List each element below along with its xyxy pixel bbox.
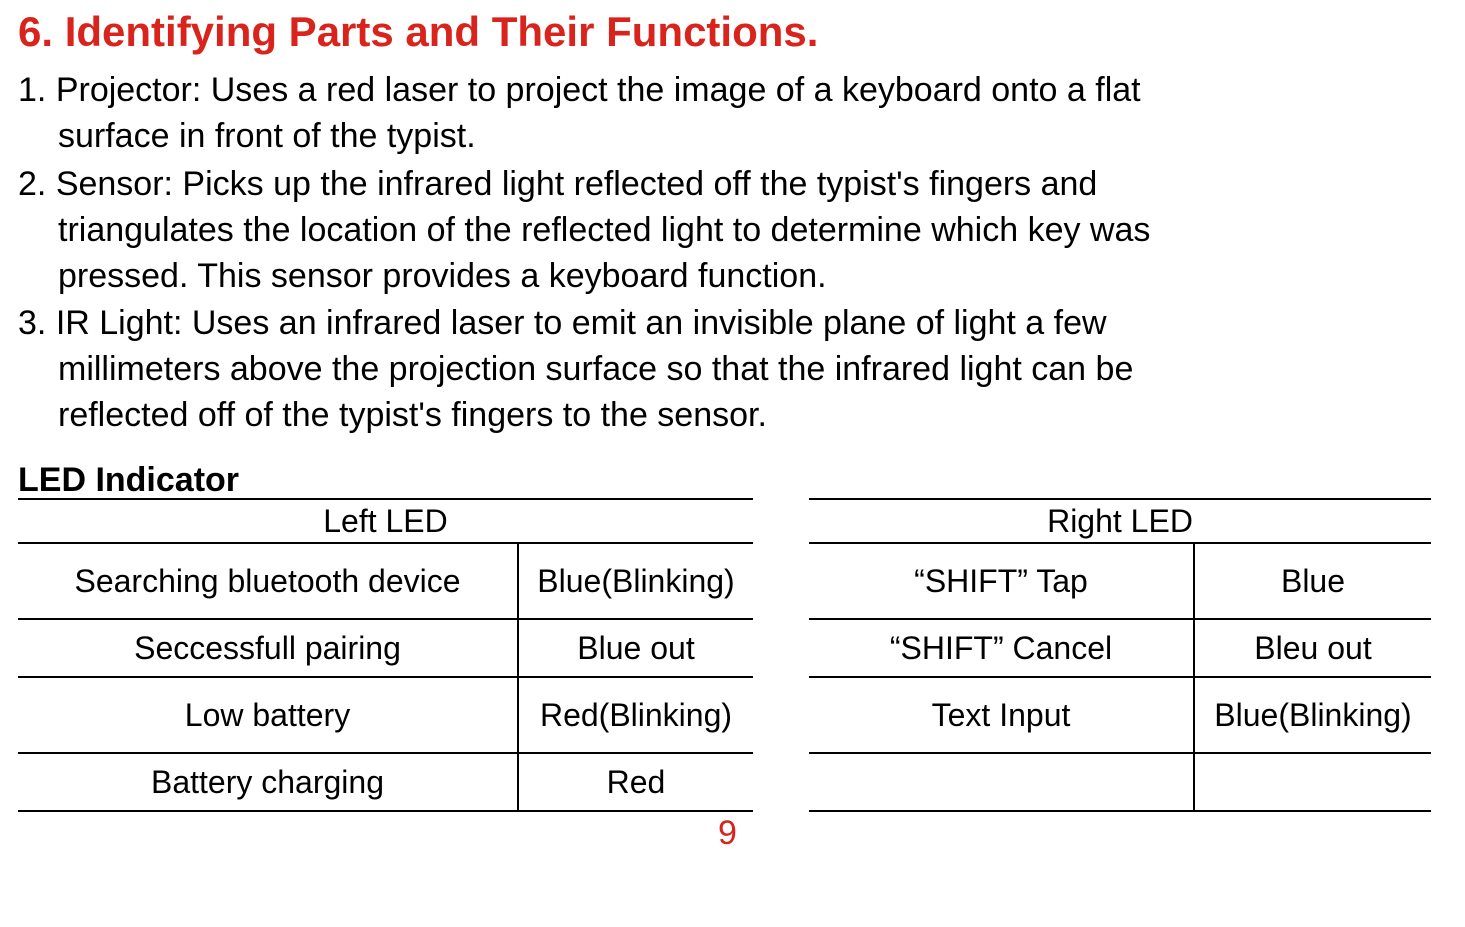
left-led-header: Left LED: [18, 499, 753, 543]
list-item-2: 2. Sensor: Picks up the infrared light r…: [18, 162, 1447, 300]
right-led-table: Right LED “SHIFT” Tap Blue “SHIFT” Cance…: [809, 498, 1431, 812]
right-row-1-led: Bleu out: [1194, 619, 1431, 677]
table-row: “SHIFT” Tap Blue: [809, 543, 1431, 619]
left-row-3-state: Battery charging: [18, 753, 518, 811]
table-row: Text Input Blue(Blinking): [809, 677, 1431, 753]
left-row-2-led: Red(Blinking): [518, 677, 753, 753]
list-text-2-line3: pressed. This sensor provides a keyboard…: [18, 254, 1447, 300]
list-text-3-line1: IR Light: Uses an infrared laser to emit…: [56, 304, 1107, 342]
table-row: Battery charging Red: [18, 753, 753, 811]
table-header-row: Left LED: [18, 499, 753, 543]
table-row: Searching bluetooth device Blue(Blinking…: [18, 543, 753, 619]
list-text-1-line2: surface in front of the typist.: [18, 114, 1447, 160]
left-row-1-led: Blue out: [518, 619, 753, 677]
right-row-2-led: Blue(Blinking): [1194, 677, 1431, 753]
left-row-0-led: Blue(Blinking): [518, 543, 753, 619]
left-row-2-state: Low battery: [18, 677, 518, 753]
list-num-3: 3.: [18, 304, 56, 342]
list-text-3-line2: millimeters above the projection surface…: [18, 347, 1447, 393]
tables-container: Left LED Searching bluetooth device Blue…: [18, 498, 1447, 812]
list-text-3-line3: reflected off of the typist's fingers to…: [18, 393, 1447, 439]
led-indicator-heading: LED Indicator: [18, 461, 1447, 500]
left-row-3-led: Red: [518, 753, 753, 811]
list-num-2: 2.: [18, 165, 56, 203]
list-item-3: 3. IR Light: Uses an infrared laser to e…: [18, 301, 1447, 439]
right-led-header: Right LED: [809, 499, 1431, 543]
section-heading: 6. Identifying Parts and Their Functions…: [18, 8, 1447, 56]
list-text-2-line1: Sensor: Picks up the infrared light refl…: [56, 165, 1098, 203]
right-row-0-led: Blue: [1194, 543, 1431, 619]
right-row-1-state: “SHIFT” Cancel: [809, 619, 1194, 677]
page-number: 9: [8, 814, 1447, 853]
table-row: Low battery Red(Blinking): [18, 677, 753, 753]
right-row-0-state: “SHIFT” Tap: [809, 543, 1194, 619]
table-row: “SHIFT” Cancel Bleu out: [809, 619, 1431, 677]
list-text-1-line1: Projector: Uses a red laser to project t…: [56, 71, 1141, 109]
table-header-row: Right LED: [809, 499, 1431, 543]
right-row-2-state: Text Input: [809, 677, 1194, 753]
left-row-0-state: Searching bluetooth device: [18, 543, 518, 619]
table-row: Seccessfull pairing Blue out: [18, 619, 753, 677]
list-text-2-line2: triangulates the location of the reflect…: [18, 208, 1447, 254]
right-row-3-state: [809, 753, 1194, 811]
left-led-table: Left LED Searching bluetooth device Blue…: [18, 498, 753, 812]
left-row-1-state: Seccessfull pairing: [18, 619, 518, 677]
list-num-1: 1.: [18, 71, 56, 109]
table-row: [809, 753, 1431, 811]
list-item-1: 1. Projector: Uses a red laser to projec…: [18, 68, 1447, 160]
right-row-3-led: [1194, 753, 1431, 811]
